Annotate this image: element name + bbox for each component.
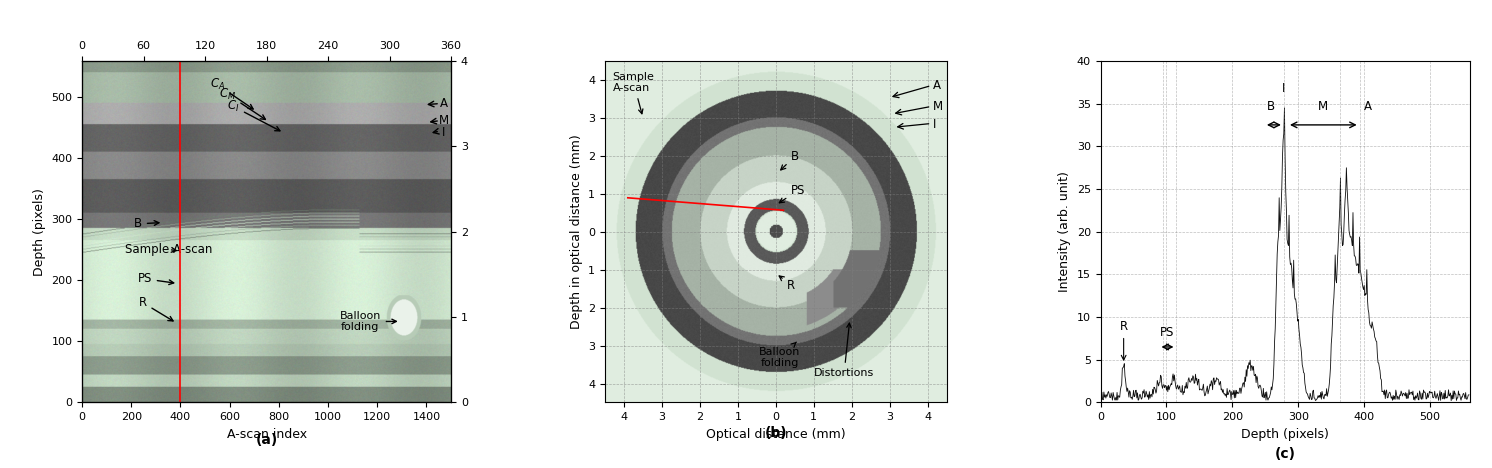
Text: Balloon
folding: Balloon folding — [759, 342, 800, 368]
Text: A: A — [440, 97, 448, 110]
Text: (b): (b) — [764, 425, 788, 439]
X-axis label: Depth (pixels): Depth (pixels) — [1241, 428, 1329, 441]
Text: $C_A$: $C_A$ — [210, 77, 254, 109]
Text: B: B — [134, 218, 160, 230]
X-axis label: Optical distance (mm): Optical distance (mm) — [706, 428, 846, 441]
Text: PS: PS — [1159, 326, 1174, 339]
Text: Balloon
folding: Balloon folding — [339, 311, 397, 332]
Text: Distortions: Distortions — [815, 323, 874, 378]
Text: $C_M$: $C_M$ — [219, 87, 266, 119]
Y-axis label: Depth in optical distance (mm): Depth in optical distance (mm) — [570, 134, 582, 329]
Text: A: A — [934, 79, 941, 92]
Text: (a): (a) — [255, 433, 278, 447]
Text: PS: PS — [779, 184, 806, 203]
Text: M: M — [934, 100, 943, 113]
Text: M: M — [1319, 100, 1328, 113]
Text: Sample
A-scan: Sample A-scan — [613, 72, 655, 114]
Text: Sample A-scan: Sample A-scan — [125, 243, 212, 256]
Text: B: B — [780, 150, 800, 170]
Text: R: R — [1119, 320, 1128, 360]
Text: I: I — [1282, 82, 1286, 95]
Text: (c): (c) — [1274, 447, 1295, 461]
Text: R: R — [779, 276, 795, 292]
Y-axis label: Depth (pixels): Depth (pixels) — [33, 188, 46, 276]
Text: I: I — [934, 118, 937, 131]
Text: I: I — [442, 126, 446, 139]
Text: R: R — [139, 296, 173, 321]
X-axis label: A-scan index: A-scan index — [227, 428, 307, 441]
Text: B: B — [1267, 100, 1274, 113]
Text: A: A — [1364, 100, 1373, 113]
Text: M: M — [439, 114, 449, 127]
Text: PS: PS — [137, 272, 173, 285]
Y-axis label: Intensity (arb. unit): Intensity (arb. unit) — [1058, 171, 1071, 292]
Text: $C_I$: $C_I$ — [227, 99, 280, 131]
